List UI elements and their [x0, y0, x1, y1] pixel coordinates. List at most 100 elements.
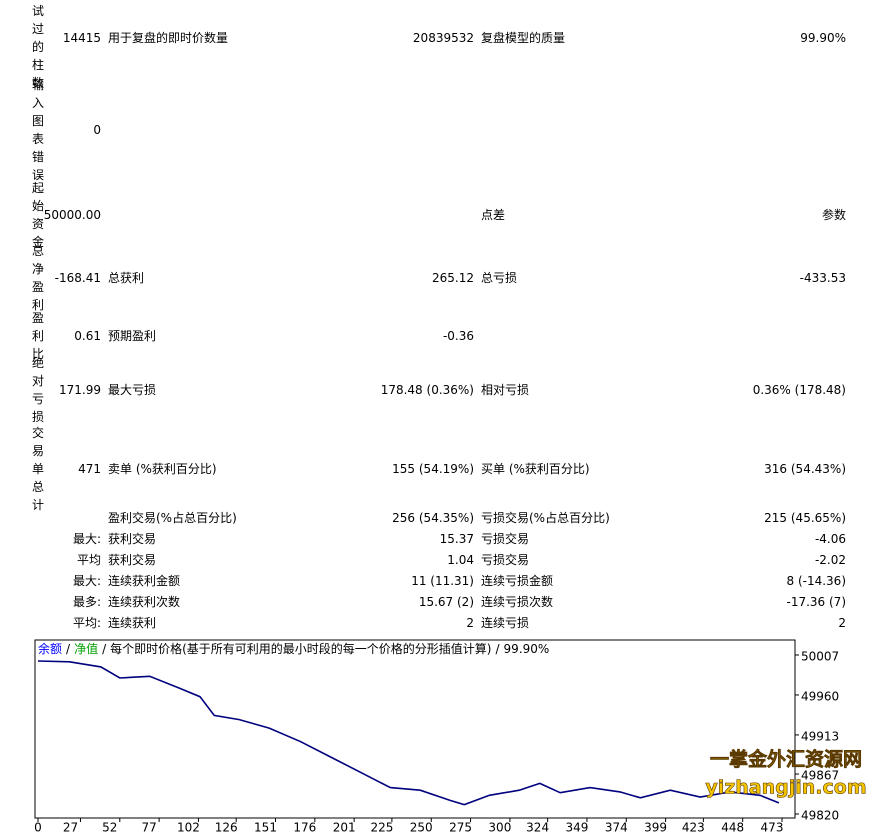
x-tick-label: 448 [721, 821, 744, 835]
y-tick-label: 49960 [801, 689, 839, 703]
legend-part[interactable]: 余额 [38, 641, 62, 656]
column-3-value: 参数 [821, 208, 846, 222]
row-label: 测试过的柱数 [31, 4, 44, 90]
row-label: 起始资金 [31, 181, 44, 249]
value: 171.99 [59, 383, 101, 397]
plot-frame [34, 639, 796, 819]
row-label-wrap: 输入图表错误 [30, 60, 46, 200]
legend-part: 99.90% [504, 642, 550, 656]
column-2-value: 265.12 [432, 271, 474, 285]
column-3-label: 亏损交易 [481, 532, 530, 546]
y-tick-label: 49820 [801, 809, 839, 823]
column-2-value: 11 (11.31) [411, 574, 474, 588]
x-tick-label: 27 [63, 821, 78, 835]
value: 14415 [62, 31, 101, 45]
column-3-value: 99.90% [800, 31, 846, 45]
x-tick-label: 0 [34, 821, 42, 835]
x-tick-label: 52 [102, 821, 117, 835]
watermark: 一掌金外汇资源网 [710, 748, 862, 771]
row-label: 平均: [72, 616, 101, 630]
column-2-label: 获利交易 [108, 532, 157, 546]
x-tick-label: 201 [333, 821, 356, 835]
x-tick-label: 176 [293, 821, 316, 835]
x-tick-label: 374 [605, 821, 628, 835]
row-label-wrap: 盈利比 [30, 266, 46, 406]
row-label: 绝对亏损 [31, 356, 44, 424]
column-2-value: -0.36 [442, 329, 474, 343]
row-label: 最大: [72, 574, 101, 588]
row-label-wrap: 交易单总计 [30, 399, 46, 539]
column-3-label: 买单 (%获利百分比) [481, 462, 590, 476]
legend-part: / [66, 642, 71, 656]
x-tick-label: 225 [370, 821, 393, 835]
column-3-value: -4.06 [814, 532, 846, 546]
column-3-value: 2 [838, 616, 846, 630]
column-2-value: 1.04 [447, 553, 474, 567]
row-label-wrap: 绝对亏损 [30, 320, 46, 460]
column-3-value: 0.36% (178.48) [752, 383, 846, 397]
row-label: 最多: [72, 595, 101, 609]
column-3-value: -17.36 (7) [786, 595, 847, 609]
column-2-label: 连续获利次数 [108, 595, 181, 609]
row-label-wrap: 总净盈利 [30, 208, 46, 348]
column-2-value: 20839532 [412, 31, 474, 45]
column-3-label: 亏损交易 [481, 553, 530, 567]
column-3-value: -2.02 [814, 553, 846, 567]
y-tick-label: 49913 [801, 729, 839, 743]
chart-legend: 余额 / 净值 / 每个即时价格(基于所有可利用的最小时段的每一个价格的分形插值计算) /… [38, 641, 549, 656]
column-2-label: 盈利交易(%占总百分比) [108, 511, 237, 525]
row-label: 输入图表错误 [31, 78, 44, 182]
x-tick-label: 126 [215, 821, 238, 835]
x-tick-label: 275 [449, 821, 472, 835]
legend-part: 每个即时价格(基于所有可利用的最小时段的每一个价格的分形插值计算) [110, 641, 491, 656]
column-2-value: 155 (54.19%) [392, 462, 474, 476]
x-tick-label: 349 [566, 821, 589, 835]
watermark: yizhangjin.com [705, 777, 866, 799]
column-3-value: 316 (54.43%) [764, 462, 846, 476]
column-2-label: 卖单 (%获利百分比) [108, 462, 217, 476]
x-tick-label: 423 [682, 821, 705, 835]
x-tick-label: 399 [644, 821, 667, 835]
column-2-label: 预期盈利 [108, 329, 157, 343]
column-3-label: 连续亏损金额 [481, 574, 554, 588]
legend-part[interactable]: 净值 [74, 641, 98, 656]
row-label-wrap: 测试过的柱数 [30, 0, 46, 108]
column-2-label: 连续获利 [108, 616, 157, 630]
legend-part: / [102, 642, 107, 656]
y-tick-label: 50007 [801, 650, 839, 664]
column-3-value: 215 (45.65%) [764, 511, 846, 525]
legend-part: / [496, 642, 501, 656]
column-3-value: 8 (-14.36) [786, 574, 847, 588]
value: 50000.00 [43, 208, 101, 222]
row-label: 盈利比 [31, 311, 44, 361]
x-tick-label: 77 [141, 821, 156, 835]
column-3-label: 亏损交易(%占总百分比) [481, 511, 610, 525]
column-2-label: 连续获利金额 [108, 574, 181, 588]
column-3-label: 点差 [481, 208, 506, 222]
column-2-label: 最大亏损 [108, 383, 157, 397]
column-3-label: 连续亏损次数 [481, 595, 554, 609]
y-tick-label: 49867 [801, 769, 839, 783]
column-3-label: 总亏损 [481, 271, 518, 285]
column-2-label: 获利交易 [108, 553, 157, 567]
x-tick-label: 300 [488, 821, 511, 835]
x-tick-label: 324 [526, 821, 549, 835]
column-2-value: 256 (54.35%) [392, 511, 474, 525]
column-3-label: 连续亏损 [481, 616, 530, 630]
row-label-wrap: 起始资金 [30, 145, 46, 285]
x-tick-label: 473 [761, 821, 784, 835]
row-label: 交易单总计 [31, 426, 44, 512]
chart: 49820 49867 49913 49960 50007 0 27 52 77 102 126 15… [34, 639, 867, 835]
x-tick-label: 102 [177, 821, 200, 835]
value: 471 [78, 462, 101, 476]
column-3-label: 复盘模型的质量 [481, 31, 566, 45]
value: 0.61 [74, 329, 101, 343]
column-3-value: -433.53 [799, 271, 846, 285]
x-tick-label: 151 [254, 821, 277, 835]
column-2-label: 总获利 [108, 271, 145, 285]
column-2-label: 用于复盘的即时价数量 [108, 31, 229, 45]
column-3-label: 相对亏损 [481, 383, 530, 397]
x-tick-label: 250 [410, 821, 433, 835]
value: -168.41 [54, 271, 101, 285]
